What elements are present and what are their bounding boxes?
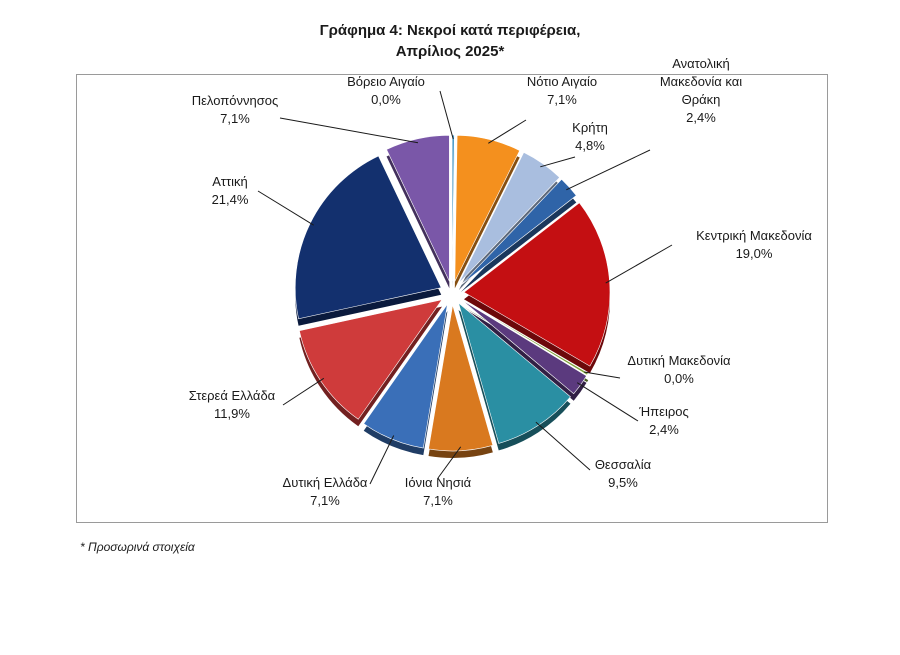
slice-name-dell: Δυτική Ελλάδα bbox=[283, 475, 368, 490]
slice-pct-attiki: 21,4% bbox=[212, 192, 249, 207]
slice-name-pelop: Πελοπόννησος bbox=[192, 93, 278, 108]
leader-line-thessalia bbox=[535, 421, 591, 471]
slice-name-ipeiros: Ήπειρος bbox=[638, 404, 688, 419]
slice-pct-ipeiros: 2,4% bbox=[649, 422, 679, 437]
pie-slices bbox=[294, 134, 611, 458]
slice-name-ionia: Ιόνια Νησιά bbox=[405, 475, 472, 490]
leader-lines bbox=[257, 90, 673, 485]
slice-label-dell: Δυτική Ελλάδα 7,1% bbox=[283, 475, 368, 508]
slice-pct-ionia: 7,1% bbox=[423, 493, 453, 508]
chart-title-line-2: Απρίλιος 2025* bbox=[395, 43, 505, 60]
slice-name-sterea: Στερεά Ελλάδα bbox=[189, 388, 276, 403]
slice-label-sterea: Στερεά Ελλάδα 11,9% bbox=[189, 388, 276, 421]
pie-slice-notio bbox=[454, 135, 521, 282]
slice-pct-kmak: 19,0% bbox=[736, 246, 773, 261]
leader-line-ionia bbox=[437, 446, 462, 479]
slice-label-kriti: Κρήτη 4,8% bbox=[572, 120, 608, 153]
slice-label-pelop: Πελοπόννησος 7,1% bbox=[192, 93, 278, 126]
slice-pct-notio: 7,1% bbox=[547, 92, 577, 107]
leader-line-sterea bbox=[282, 377, 325, 406]
pie-slice-thessalia bbox=[457, 302, 571, 444]
footnote: * Προσωρινά στοιχεία bbox=[80, 540, 195, 554]
slice-name-notio: Νότιο Αιγαίο bbox=[527, 74, 597, 89]
slice-name-amth: Θράκη bbox=[682, 92, 721, 107]
leader-line-dmak bbox=[584, 371, 621, 379]
slice-pct-thessalia: 9,5% bbox=[608, 475, 638, 490]
pie-slice-voreio bbox=[451, 134, 455, 282]
leader-line-kriti bbox=[540, 156, 576, 168]
slice-label-kmak: Κεντρική Μακεδονία 19,0% bbox=[696, 228, 812, 261]
slice-pct-pelop: 7,1% bbox=[220, 111, 250, 126]
slice-name-kriti: Κρήτη bbox=[572, 120, 608, 135]
slice-name-attiki: Αττική bbox=[212, 174, 248, 189]
slice-labels: Βόρειο Αιγαίο 0,0% Νότιο Αιγαίο 7,1% Κρήτη 4,… bbox=[189, 56, 813, 508]
chart-title-line-1: Γράφημα 4: Νεκροί κατά περιφέρεια, bbox=[319, 22, 581, 39]
slice-label-thessalia: Θεσσαλία 9,5% bbox=[595, 457, 652, 490]
leader-line-attiki bbox=[257, 190, 314, 226]
leader-line-ipeiros bbox=[576, 382, 639, 422]
slice-name-voreio: Βόρειο Αιγαίο bbox=[347, 74, 425, 89]
leader-line-amth bbox=[566, 149, 651, 191]
slice-name-dmak: Δυτική Μακεδονία bbox=[627, 353, 731, 368]
leader-line-pelop bbox=[279, 117, 419, 144]
pie-slice-amth bbox=[460, 178, 577, 286]
pie-slice-pelop bbox=[386, 134, 450, 282]
slice-label-voreio: Βόρειο Αιγαίο 0,0% bbox=[347, 74, 425, 107]
leader-line-notio bbox=[488, 119, 527, 144]
slice-name-kmak: Κεντρική Μακεδονία bbox=[696, 228, 812, 243]
chart-title: Γράφημα 4: Νεκροί κατά περιφέρεια, Απρίλ… bbox=[0, 20, 900, 62]
pie-slice-kmak bbox=[463, 202, 611, 367]
slice-pct-amth: 2,4% bbox=[686, 110, 716, 125]
slice-name-thessalia: Θεσσαλία bbox=[595, 457, 652, 472]
slice-label-dmak: Δυτική Μακεδονία 0,0% bbox=[627, 353, 731, 386]
slice-label-amth: Ανατολική Μακεδονία και Θράκη 2,4% bbox=[660, 56, 742, 125]
leader-line-voreio bbox=[439, 90, 454, 140]
slice-name-amth: Μακεδονία και bbox=[660, 74, 742, 89]
chart-frame bbox=[76, 74, 828, 523]
slice-pct-voreio: 0,0% bbox=[371, 92, 401, 107]
slice-pct-kriti: 4,8% bbox=[575, 138, 605, 153]
slice-pct-dmak: 0,0% bbox=[664, 371, 694, 386]
slice-label-ionia: Ιόνια Νησιά 7,1% bbox=[405, 475, 472, 508]
pie-slice-ionia bbox=[428, 304, 494, 452]
leader-line-kmak bbox=[605, 244, 673, 284]
slice-pct-sterea: 11,9% bbox=[214, 406, 250, 421]
pie-slice-kriti bbox=[458, 151, 561, 284]
slice-label-notio: Νότιο Αιγαίο 7,1% bbox=[527, 74, 597, 107]
leader-line-dell bbox=[369, 435, 395, 485]
slice-label-ipeiros: Ήπειρος 2,4% bbox=[638, 404, 688, 437]
slice-label-attiki: Αττική 21,4% bbox=[212, 174, 249, 207]
slice-pct-dell: 7,1% bbox=[310, 493, 340, 508]
slice-name-amth: Ανατολική bbox=[672, 56, 730, 71]
